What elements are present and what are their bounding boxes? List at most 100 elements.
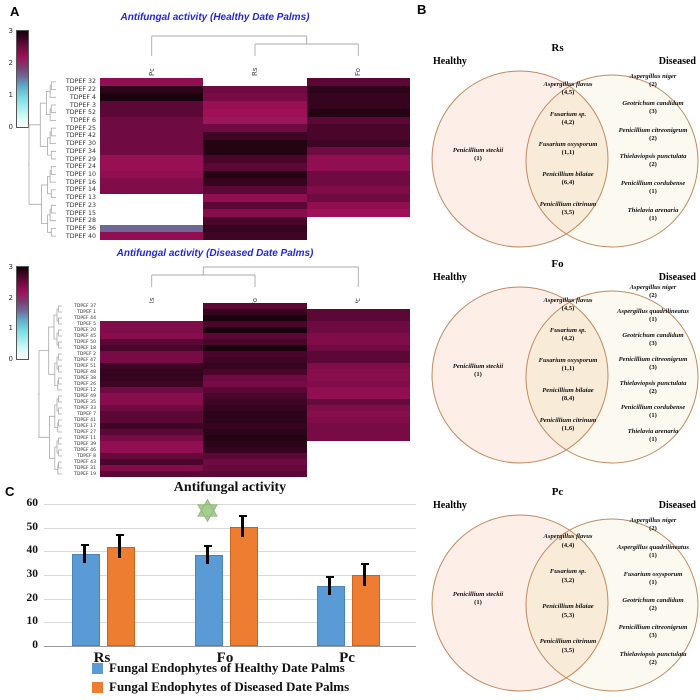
heatmap-cell <box>203 405 307 411</box>
heatmap-cell <box>100 453 204 459</box>
heatmap-cell <box>100 78 204 86</box>
heatmap-cell <box>306 193 410 202</box>
heatmap-cell <box>203 441 307 447</box>
species-name: Thielaviopsis punctulata <box>619 650 687 658</box>
heatmap-row-label: TDPEF 50 <box>74 339 96 345</box>
heatmap-cell <box>306 465 410 471</box>
colorbar-tick-label: 1 <box>8 324 13 333</box>
venn-pc-title: Pc <box>551 486 564 498</box>
heatmap-cell <box>203 232 307 241</box>
heatmap-cell <box>100 429 204 435</box>
heatmap-row-label: TDPEF 8 <box>76 453 96 459</box>
heatmap-cell <box>203 309 307 315</box>
heatmap-cell <box>306 345 410 351</box>
heatmap-cell <box>203 465 307 471</box>
species-entry: Penicillium cordubense (1) <box>609 180 697 196</box>
legend-swatch-diseased <box>92 681 103 693</box>
heatmap-cell <box>203 186 307 194</box>
heatmap-cell <box>203 381 307 387</box>
heatmap-row <box>100 339 410 345</box>
legend-label-healthy: Fungal Endophytes of Healthy Date Palms <box>109 660 345 675</box>
heatmap-cell <box>100 155 204 163</box>
heatmap-row <box>100 139 410 148</box>
heatmap-cell <box>306 435 410 441</box>
heatmap-row <box>100 124 410 133</box>
species-count: (4,2) <box>561 119 575 127</box>
heatmap-cell <box>100 351 204 357</box>
heatmap-cell <box>100 108 204 117</box>
x-axis-category-label: Rs <box>93 650 111 666</box>
venn-fo-healthy-label: Healthy <box>433 272 467 283</box>
species-entry: Fusarium oxysporum (1) <box>609 571 697 587</box>
heatmap-row <box>100 116 410 125</box>
species-name: Aspergillus flavus <box>543 80 593 88</box>
species-count: (3) <box>649 108 657 116</box>
y-axis-tick-label: 40 <box>26 544 39 557</box>
heatmap-cell <box>203 387 307 393</box>
heatmap-cell <box>203 363 307 369</box>
heatmap-row <box>100 155 410 163</box>
heatmap-row <box>100 333 410 339</box>
heatmap-row-label: TDPEF 24 <box>65 163 96 171</box>
heatmap-cell <box>306 315 410 321</box>
venn-fo-diseased-label: Diseased <box>658 272 696 283</box>
species-count: (1) <box>649 214 657 222</box>
heatmap-cell <box>306 423 410 429</box>
heatmap-row <box>100 78 410 86</box>
heatmap-cell <box>203 139 307 148</box>
heatmap-cell <box>100 387 204 393</box>
error-bar-cap <box>115 533 124 536</box>
species-count: (2) <box>649 134 657 142</box>
bar-fo-healthy <box>194 555 223 646</box>
heatmap-cell <box>203 303 307 309</box>
species-entry: Penicillium citrinum (1,6) <box>529 417 607 433</box>
heatmap-row <box>100 417 410 423</box>
heatmap-column-label: Pc <box>147 67 156 76</box>
heatmap-row-label: TDPEF 40 <box>65 232 96 240</box>
error-bar-cap <box>80 544 89 547</box>
heatmap-cell <box>203 216 307 225</box>
species-entry: Aspergillus quadrilineatus (1) <box>609 308 697 324</box>
heatmap-cell <box>100 139 204 148</box>
venn-rs-healthy-label: Healthy <box>433 56 467 67</box>
heatmap-healthy-column-labels: Pc Rs Fo <box>100 56 410 77</box>
species-entry: Geotrichum candidum (3) <box>609 332 697 348</box>
heatmap-row <box>100 381 410 387</box>
colorbar-tick-label: 3 <box>8 263 13 271</box>
heatmap-cell <box>100 465 204 471</box>
species-entry: Fusarium sp. (3,2) <box>529 568 607 584</box>
species-name: Thielavia arenaria <box>627 206 679 214</box>
colorbar-tick-label: 3 <box>8 27 13 35</box>
species-count: (4,5) <box>561 305 575 313</box>
heatmap-row <box>100 209 410 217</box>
heatmap-column-label: Fo <box>354 67 363 76</box>
panel-a-label: A <box>10 4 20 19</box>
species-count: (2) <box>649 525 657 533</box>
heatmap-diseased-colorbar <box>16 266 29 360</box>
heatmap-cell <box>100 147 204 156</box>
species-entry: Thielaviopsis punctulata (2) <box>609 380 697 396</box>
species-count: (1) <box>474 599 482 607</box>
heatmap-cell <box>203 321 307 327</box>
heatmap-diseased-column-labels: Rs Fo Pc <box>100 286 410 306</box>
heatmap-row-label: TDPEF 47 <box>74 357 96 363</box>
error-bar-cap <box>203 545 212 548</box>
heatmap-row <box>100 93 410 102</box>
heatmap-cell <box>100 435 204 441</box>
error-bar <box>206 545 209 565</box>
heatmap-row <box>100 351 410 357</box>
heatmap-row-label: TDPEF 13 <box>65 194 96 202</box>
colorbar-tick-label: 2 <box>8 59 13 67</box>
heatmap-cell <box>203 339 307 345</box>
venn-rs-diseased-only-list: Aspergillus niger (2) Geotrichum candidum(… <box>609 68 697 228</box>
heatmap-cell <box>306 429 410 435</box>
species-entry: Penicillium citreonigrum (3) <box>609 356 697 372</box>
species-count: (1,1) <box>561 365 575 373</box>
legend-item-healthy: Fungal Endophytes of Healthy Date Palms <box>92 660 345 676</box>
bar-chart-plot-area <box>44 504 416 647</box>
heatmap-row <box>100 327 410 333</box>
species-count: (1) <box>474 155 482 163</box>
heatmap-row-label: TDPEF 30 <box>65 140 96 148</box>
heatmap-row <box>100 201 410 210</box>
species-name: Penicillium citrinum <box>539 638 597 646</box>
